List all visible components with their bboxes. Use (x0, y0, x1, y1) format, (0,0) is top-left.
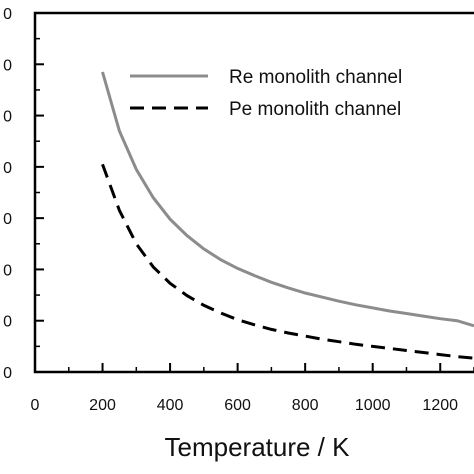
plot-frame (33, 11, 474, 374)
x-tick-label: 200 (89, 397, 116, 414)
y-axis-ticks: 0 0 0 0 0 0 0 0 (3, 6, 44, 382)
x-tick-label: 1000 (355, 397, 391, 414)
x-axis-title: Temperature / K (165, 432, 351, 462)
x-tick-label: 0 (31, 397, 40, 414)
y-tick-label: 0 (3, 262, 12, 279)
x-tick-label: 800 (292, 397, 319, 414)
y-tick-label: 0 (3, 57, 12, 74)
series-line-2 (101, 163, 474, 360)
series-line-1 (101, 71, 474, 328)
x-tick-label: 400 (157, 397, 184, 414)
y-tick-label: 0 (3, 109, 12, 126)
legend-label-2: Pe monolith channel (229, 99, 401, 120)
x-axis-ticks: 0 200 400 600 800 1000 1200 (31, 363, 474, 414)
y-tick-label: 0 (3, 365, 12, 382)
y-tick-label: 0 (3, 160, 12, 177)
series-layer (101, 71, 474, 360)
y-tick-label: 0 (3, 211, 12, 228)
y-tick-label: 0 (3, 6, 12, 23)
legend-label-1: Re monolith channel (229, 67, 402, 88)
x-tick-label: 1200 (422, 397, 458, 414)
x-tick-label: 600 (224, 397, 251, 414)
y-tick-label: 0 (3, 314, 12, 331)
legend: Re monolith channel Pe monolith channel (130, 67, 402, 120)
